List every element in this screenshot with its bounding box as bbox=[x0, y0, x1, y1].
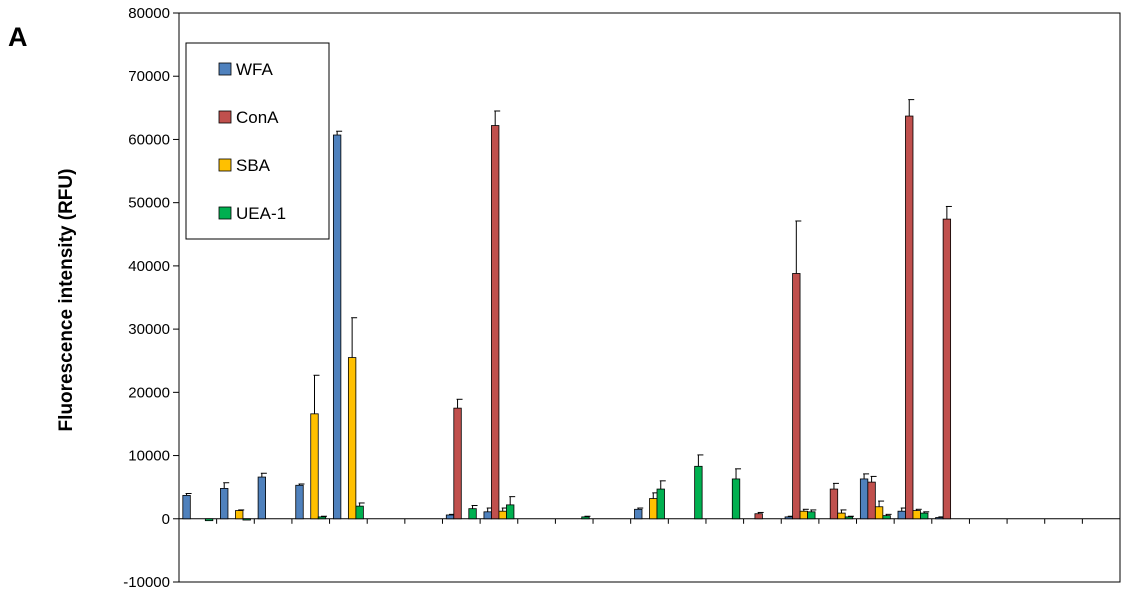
bar bbox=[905, 115, 914, 520]
bar bbox=[347, 357, 357, 520]
y-tick-label: 0 bbox=[162, 511, 170, 528]
bar bbox=[634, 508, 643, 520]
bars bbox=[182, 99, 952, 522]
bar bbox=[799, 510, 808, 520]
y-axis-label: Fluorescence intensity (RFU) bbox=[56, 169, 77, 432]
y-tick-label: 60000 bbox=[128, 131, 170, 148]
y-tick-label: 50000 bbox=[128, 195, 170, 212]
bar bbox=[874, 506, 884, 520]
bar bbox=[649, 498, 658, 520]
bar bbox=[656, 488, 665, 520]
bar bbox=[483, 511, 492, 520]
bar bbox=[754, 513, 763, 520]
bar bbox=[792, 273, 801, 520]
bar bbox=[829, 488, 839, 520]
legend-swatch bbox=[218, 110, 232, 124]
bar bbox=[498, 510, 507, 520]
bar bbox=[257, 476, 267, 520]
legend-box bbox=[185, 42, 330, 240]
legend-label: UEA-1 bbox=[236, 204, 286, 223]
bar bbox=[242, 518, 251, 521]
bar bbox=[220, 488, 229, 520]
bar bbox=[731, 478, 741, 520]
bar bbox=[844, 516, 854, 520]
legend-label: ConA bbox=[236, 108, 279, 127]
bar bbox=[694, 465, 703, 520]
y-tick-label: 40000 bbox=[128, 258, 170, 275]
bar bbox=[453, 407, 462, 520]
bar bbox=[935, 517, 944, 520]
bar bbox=[882, 515, 891, 520]
y-tick-label: 20000 bbox=[128, 384, 170, 401]
bar bbox=[235, 510, 244, 520]
y-tick-label: 80000 bbox=[128, 5, 170, 22]
bar bbox=[837, 512, 846, 520]
bar bbox=[807, 511, 816, 520]
bar bbox=[784, 516, 793, 520]
bar bbox=[897, 510, 906, 520]
legend-label: WFA bbox=[236, 60, 273, 79]
bar bbox=[506, 504, 515, 520]
bar bbox=[581, 516, 590, 520]
legend: WFA ConA SBA UEA-1 bbox=[185, 42, 330, 240]
panel-label: A bbox=[8, 22, 28, 52]
legend-swatch bbox=[218, 62, 232, 76]
y-tick-label: -10000 bbox=[123, 574, 170, 591]
bar bbox=[355, 505, 364, 520]
axes: -10000 0 10000 20000 30000 40000 50000 60000 700… bbox=[123, 5, 1121, 591]
bar bbox=[942, 218, 952, 520]
legend-swatch bbox=[218, 158, 232, 172]
bar bbox=[204, 518, 214, 522]
bar bbox=[310, 413, 319, 520]
bar bbox=[445, 514, 455, 520]
y-tick-label: 30000 bbox=[128, 321, 170, 338]
bar bbox=[468, 508, 477, 520]
bar bbox=[912, 510, 921, 520]
bar bbox=[920, 512, 929, 520]
bar bbox=[332, 134, 342, 520]
plot-frame bbox=[178, 12, 1121, 583]
y-tick-label: 10000 bbox=[128, 448, 170, 465]
y-tick-label: 70000 bbox=[128, 68, 170, 85]
bar bbox=[182, 494, 191, 520]
bar bbox=[859, 478, 869, 520]
bar bbox=[317, 516, 327, 520]
legend-label: SBA bbox=[236, 156, 271, 175]
legend-swatch bbox=[218, 206, 232, 220]
bar bbox=[491, 125, 500, 520]
bar bbox=[867, 481, 876, 520]
bar bbox=[295, 484, 304, 520]
